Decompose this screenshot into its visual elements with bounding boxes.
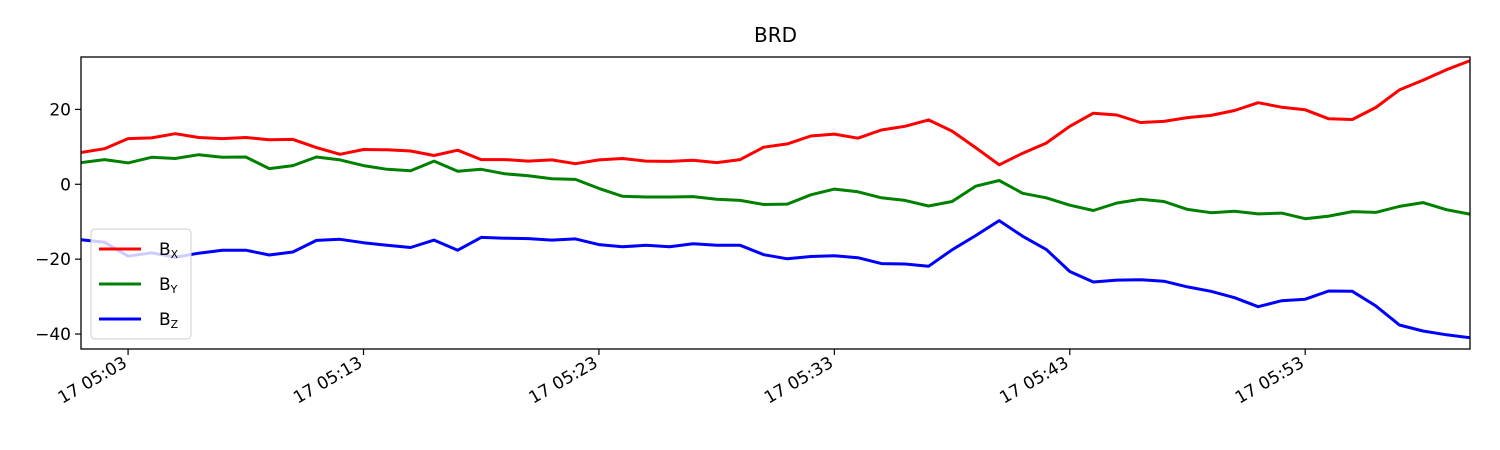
y-tick-label: −20: [35, 250, 71, 270]
y-tick-label: −40: [35, 325, 71, 345]
plot-frame: [80, 56, 1471, 350]
y-tick-label: 20: [49, 100, 71, 120]
chart-title: BRD: [754, 23, 797, 47]
x-tick-label: 17 05:53: [1232, 353, 1308, 408]
x-tick-label: 17 05:43: [996, 353, 1072, 408]
series-layer: [81, 59, 1470, 340]
series-line-bz: [81, 219, 1470, 340]
x-tick-label: 17 05:23: [526, 353, 602, 408]
series-line-by: [81, 153, 1470, 221]
y-tick-label: 0: [60, 175, 71, 195]
x-tick-label: 17 05:03: [55, 353, 131, 408]
axes-layer: 20 0 −20 −40 17 05:03 17 05:13 17 05:23 17 05:3…: [35, 100, 1308, 408]
series-line-bx: [81, 59, 1470, 167]
x-tick-label: 17 05:13: [290, 353, 366, 408]
x-tick-label: 17 05:33: [761, 353, 837, 408]
